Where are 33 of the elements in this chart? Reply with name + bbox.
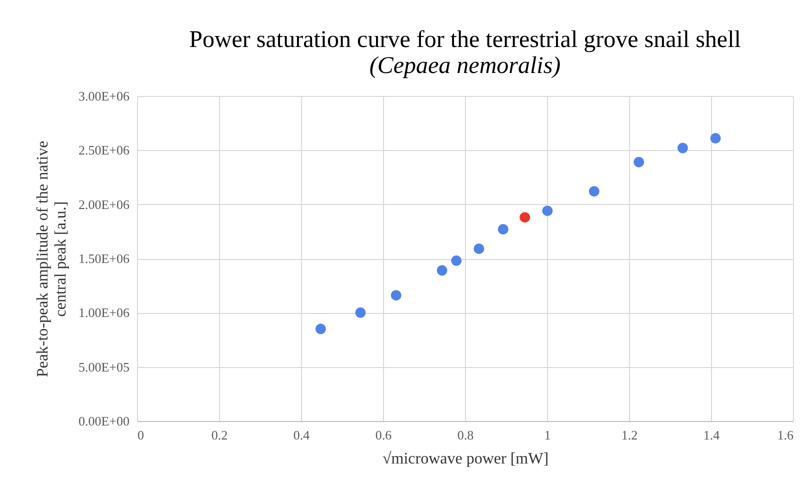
point	[436, 265, 448, 276]
x-tick-label: 0.6	[375, 428, 392, 442]
x-tick-label: 0	[138, 428, 144, 442]
point	[520, 212, 530, 223]
point	[710, 133, 721, 144]
chart-title: Power saturation curve for the terrestrial grove snail shell	[189, 27, 742, 53]
chart-subtitle: (Cepaea nemoralis)	[369, 53, 561, 79]
point	[588, 186, 600, 197]
y-tick-label: 5.00E+05	[78, 359, 130, 374]
x-tick-label: 0.2	[211, 428, 228, 442]
point	[677, 142, 688, 154]
point	[315, 324, 326, 334]
y-tick-label: 1.50E+06	[78, 251, 130, 266]
point	[451, 255, 462, 266]
x-tick-label: 1.4	[703, 428, 720, 442]
point	[542, 206, 553, 216]
y-tick-label: 2.50E+06	[78, 142, 130, 158]
y-tick-label: 2.00E+06	[78, 196, 130, 212]
y-tick-label: 3.00E+06	[78, 88, 130, 104]
point	[634, 156, 644, 168]
x-tick-label: 1.2	[621, 428, 638, 442]
point	[390, 290, 402, 301]
point	[474, 244, 484, 254]
y-tick-label: 1.00E+06	[78, 305, 130, 320]
x-axis-title: √microwave power [mW]	[382, 450, 549, 468]
x-tick-label: 1.6	[777, 428, 794, 442]
x-tick-label: 0.8	[457, 428, 474, 442]
x-tick-label: 1	[544, 428, 551, 442]
x-tick-label: 0.4	[293, 428, 310, 442]
y-tick-label: 0.00E+00	[78, 414, 130, 428]
point	[355, 307, 366, 318]
point	[498, 224, 508, 234]
y-axis-title: Peak-to-peak amplitude of the native central peak [a.u.]	[34, 140, 70, 378]
